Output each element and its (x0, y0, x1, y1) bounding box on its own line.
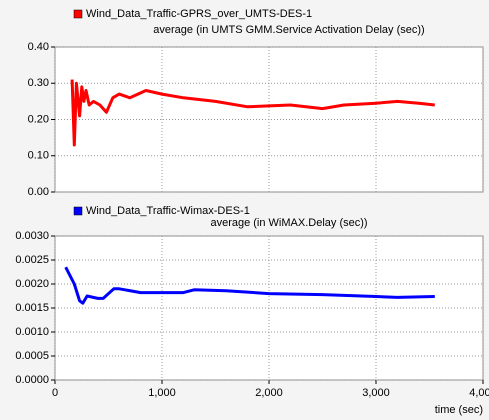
y-tick-label: 0.0000 (15, 374, 49, 386)
x-tick-label: 2,000 (255, 387, 283, 399)
x-tick-label: 3,000 (362, 387, 390, 399)
y-tick-label: 0.0020 (15, 278, 49, 290)
legend-swatch (73, 206, 83, 216)
y-tick-label: 0.0010 (15, 326, 49, 338)
data-line (64, 266, 435, 305)
y-tick-label: 0.0030 (15, 230, 49, 242)
y-tick-label: 0.40 (28, 41, 49, 53)
chart-title: average (in UMTS GMM.Service Activation … (153, 24, 424, 36)
x-tick-label: 0 (52, 387, 58, 399)
y-tick-label: 0.20 (28, 113, 49, 125)
x-axis-label: time (sec) (435, 404, 483, 416)
legend-swatch (73, 9, 83, 19)
y-tick-label: 0.0025 (15, 254, 49, 266)
x-tick-label: 4,000 (469, 387, 489, 399)
legend-label: Wind_Data_Traffic-Wimax-DES-1 (86, 205, 250, 217)
y-tick-label: 0.30 (28, 77, 49, 89)
legend-label: Wind_Data_Traffic-GPRS_over_UMTS-DES-1 (86, 8, 312, 20)
y-tick-label: 0.0015 (15, 302, 49, 314)
x-tick-label: 1,000 (148, 387, 176, 399)
y-tick-label: 0.10 (28, 150, 49, 162)
y-tick-label: 0.0005 (15, 350, 49, 362)
chart-title: average (in WiMAX.Delay (sec)) (210, 217, 367, 229)
y-tick-label: 0.00 (28, 186, 49, 198)
data-line (70, 79, 435, 147)
